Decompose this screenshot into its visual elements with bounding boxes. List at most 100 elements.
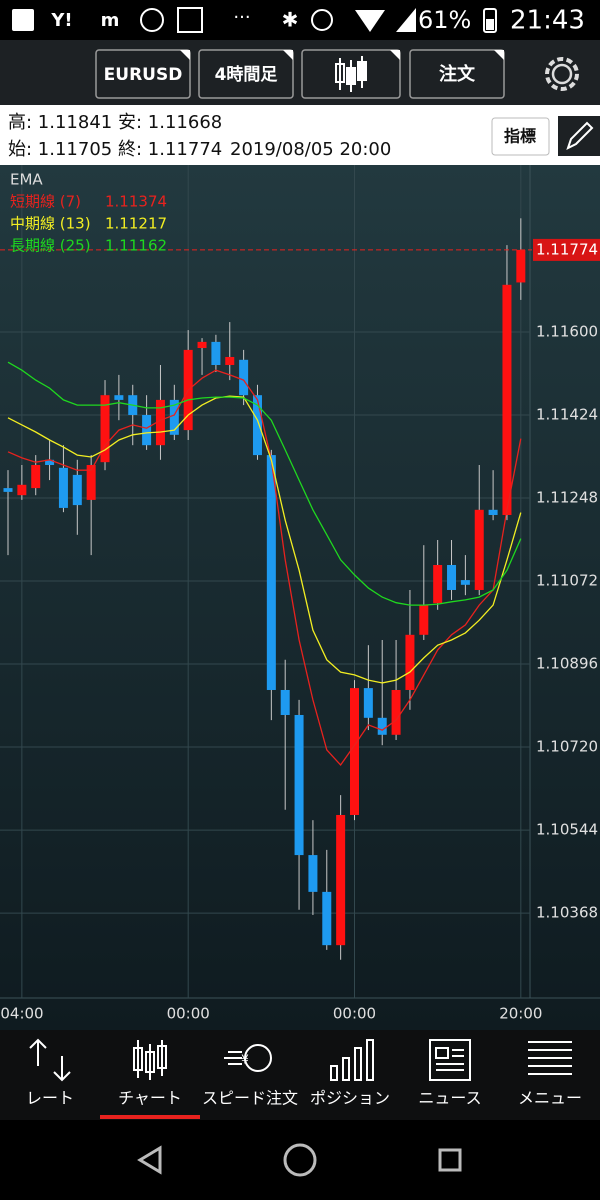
y-tick-label: 1.11248 [536,489,598,507]
candle-body [86,464,96,500]
candle-body [211,341,221,365]
candle-body [294,714,304,856]
y-tick-label: 1.10720 [536,738,598,756]
current-price-box [533,238,600,261]
legend-title: EMA [10,171,43,189]
candle-body [502,284,512,515]
legend-value: 1.11217 [105,215,167,233]
current-price-label: 1.11774 [536,240,598,258]
toolbar [0,40,600,105]
candle-body [45,459,55,465]
svg-text:Y!: Y! [50,10,72,31]
svg-text:✱: ✱ [282,8,299,32]
order-button[interactable] [409,49,505,99]
pencil-icon [566,121,594,150]
timeframe-button[interactable] [198,49,294,99]
candle-body [460,580,470,585]
corner-marks [180,50,504,60]
symbol-label: EURUSD [104,65,183,85]
svg-text:m: m [101,10,120,31]
ema-line [7,361,522,606]
candle-body [280,689,290,715]
symbol-button[interactable] [95,49,191,99]
home-button[interactable] [283,1143,317,1177]
legend-name: 短期線 (7) [10,193,81,211]
nav-label[interactable]: チャート [118,1089,182,1108]
legend-value: 1.11162 [105,237,167,255]
candle-body [225,356,235,365]
candle-body [3,488,13,492]
candle-body [72,474,82,506]
candle-body [419,605,429,635]
nav-label[interactable]: スピード注文 [202,1089,298,1108]
x-tick-label: 20:00 [499,1005,542,1023]
bottom-nav [0,1030,600,1120]
candle-body [31,464,41,489]
back-button[interactable] [137,1145,162,1175]
candle-body [266,455,276,690]
info-low: 安: 1.11668 [118,112,222,133]
candle-body [155,399,165,446]
yen-sign: ¥ [241,1053,249,1067]
status-bar [0,0,600,40]
legend-name: 長期線 (25) [10,237,91,255]
info-high: 高: 1.11841 [8,112,112,133]
candle-body [322,891,332,946]
clock: 21:43 [510,6,585,36]
nav-label[interactable]: ポジション [310,1089,390,1108]
candle-body [516,249,526,283]
system-nav [0,1120,600,1200]
info-close: 終: 1.11774 [118,139,222,160]
info-date: 2019/08/05 20:00 [230,139,391,160]
status-icons: Y! m ··· ✱ [12,7,497,33]
draw-button[interactable] [558,116,600,156]
candle-body [433,564,443,604]
candle-body [252,395,262,456]
candle-body [377,717,387,735]
legend-name: 中期線 (13) [10,215,91,233]
candle-body [391,689,401,735]
settings-button[interactable] [545,57,579,91]
timeframe-label: 4時間足 [215,64,278,85]
y-tick-label: 1.11600 [536,322,598,340]
x-tick-label: 04:00 [0,1005,43,1023]
candle-body [336,814,346,946]
indicator-label: 指標 [504,127,536,146]
candle-body [114,395,124,400]
battery: 61% [418,6,471,34]
y-tick-label: 1.10368 [536,904,598,922]
nav-label[interactable]: ニュース [418,1089,481,1108]
candle-body [350,688,359,815]
y-tick-label: 1.11072 [536,572,598,590]
y-tick-label: 1.10896 [536,655,598,673]
candle-body [17,484,27,496]
nav-label[interactable]: メニュー [518,1089,582,1108]
recents-button[interactable] [438,1148,462,1172]
legend-value: 1.11374 [105,193,167,211]
ema-line [7,369,522,767]
chart-area [0,165,600,1030]
candle-body [142,414,152,446]
y-tick-label: 1.11424 [536,405,598,423]
indicator-button[interactable] [491,117,550,156]
candle-body [447,564,457,590]
y-tick-label: 1.10544 [536,821,598,839]
candle-body [58,467,68,508]
nav-label[interactable]: レート [26,1089,74,1108]
order-label: 注文 [439,63,476,85]
candle-body [363,688,373,718]
candle-body [100,395,110,463]
candle-body [474,509,484,590]
candle-body [239,359,249,396]
x-tick-label: 00:00 [167,1005,210,1023]
active-tab-indicator [100,1115,200,1119]
candle-body [197,341,207,349]
candle-body [405,634,415,690]
ema-line [7,395,522,684]
candle-body [308,855,318,892]
info-open: 始: 1.11705 [8,139,112,160]
svg-text:···: ··· [233,7,250,28]
candle-body [169,399,179,435]
